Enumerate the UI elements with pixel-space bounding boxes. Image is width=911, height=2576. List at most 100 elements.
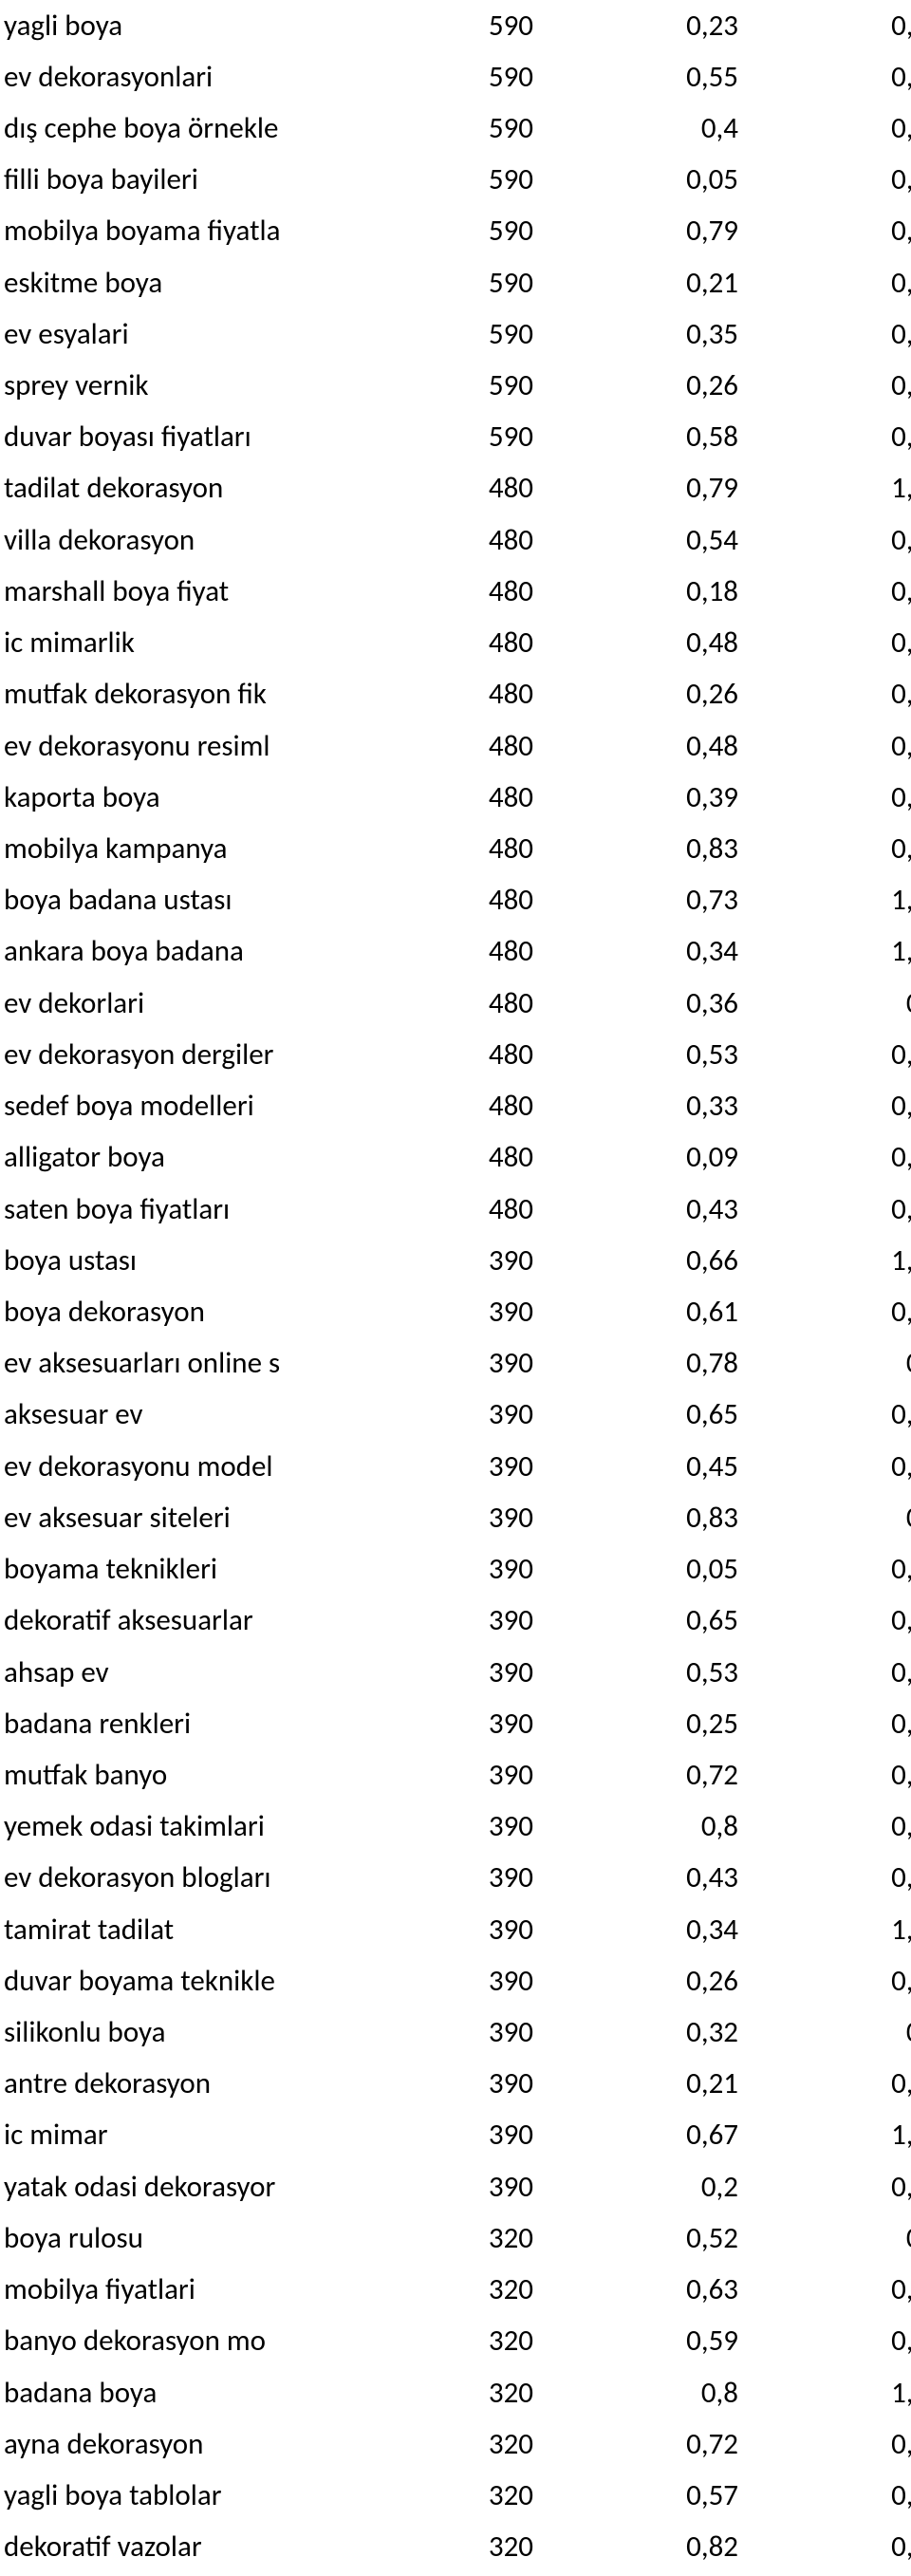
cell-metric2: 0,36 (761, 412, 911, 463)
table-row: tadilat dekorasyon4800,791,78 (0, 463, 911, 514)
cell-keyword: tadilat dekorasyon (0, 463, 387, 514)
cell-keyword: ev dekorasyonu resiml (0, 720, 387, 772)
cell-metric1: 0,59 (556, 2316, 761, 2367)
cell-keyword: mutfak banyo (0, 1749, 387, 1801)
cell-metric2: 0,4 (761, 978, 911, 1029)
cell-metric1: 0,05 (556, 155, 761, 206)
cell-volume: 320 (387, 2418, 556, 2470)
cell-keyword: yatak odasi dekorasyor (0, 2161, 387, 2212)
cell-metric1: 0,4 (556, 103, 761, 154)
cell-metric2: 0,38 (761, 1081, 911, 1132)
cell-keyword: ev aksesuar siteleri (0, 1492, 387, 1543)
cell-metric2: 1,78 (761, 463, 911, 514)
cell-volume: 320 (387, 2471, 556, 2522)
cell-keyword: ev esyalari (0, 308, 387, 360)
cell-metric1: 0,58 (556, 412, 761, 463)
cell-metric1: 0,55 (556, 51, 761, 103)
table-row: ev esyalari5900,350,24 (0, 308, 911, 360)
cell-volume: 480 (387, 618, 556, 669)
cell-keyword: antre dekorasyon (0, 2059, 387, 2110)
cell-metric1: 0,79 (556, 206, 761, 257)
cell-keyword: badana boya (0, 2367, 387, 2418)
cell-metric2: 0,38 (761, 824, 911, 875)
table-row: antre dekorasyon3900,210,24 (0, 2059, 911, 2110)
table-row: ev dekorasyonu model3900,450,15 (0, 1441, 911, 1492)
cell-metric2: 0,2 (761, 1338, 911, 1390)
cell-metric2: 0,24 (761, 308, 911, 360)
cell-volume: 390 (387, 2007, 556, 2059)
cell-metric1: 0,45 (556, 1441, 761, 1492)
cell-volume: 590 (387, 0, 556, 51)
cell-metric2: 0,52 (761, 1749, 911, 1801)
cell-keyword: ev dekorlari (0, 978, 387, 1029)
cell-metric1: 0,66 (556, 1235, 761, 1286)
cell-metric2: 0,41 (761, 669, 911, 720)
table-row: duvar boyama teknikle3900,260,18 (0, 1955, 911, 2007)
cell-metric2: 0,36 (761, 2265, 911, 2316)
cell-metric2: 1,38 (761, 1904, 911, 1955)
table-row: badana boya3200,81,31 (0, 2367, 911, 2418)
cell-metric2: 0,31 (761, 720, 911, 772)
cell-metric1: 0,53 (556, 1029, 761, 1080)
table-row: ev aksesuar siteleri3900,830,3 (0, 1492, 911, 1543)
cell-metric1: 0,61 (556, 1286, 761, 1337)
cell-keyword: boyama teknikleri (0, 1544, 387, 1596)
cell-volume: 590 (387, 155, 556, 206)
data-table: yagli boya5900,230,38ev dekorasyonlari59… (0, 0, 911, 2573)
cell-metric2: 0,49 (761, 1029, 911, 1080)
cell-metric1: 0,48 (556, 720, 761, 772)
cell-volume: 390 (387, 1390, 556, 1441)
cell-metric1: 0,26 (556, 1955, 761, 2007)
cell-metric2: 0,38 (761, 0, 911, 51)
table-row: duvar boyası fiyatları5900,580,36 (0, 412, 911, 463)
table-row: ev dekorlari4800,360,4 (0, 978, 911, 1029)
cell-keyword: mobilya kampanya (0, 824, 387, 875)
table-row: mobilya boyama fiyatla5900,790,45 (0, 206, 911, 257)
cell-metric1: 0,26 (556, 361, 761, 412)
table-row: boya dekorasyon3900,610,84 (0, 1286, 911, 1337)
cell-metric1: 0,65 (556, 1390, 761, 1441)
cell-keyword: villa dekorasyon (0, 514, 387, 566)
cell-metric2: 0,55 (761, 1801, 911, 1853)
cell-volume: 480 (387, 463, 556, 514)
cell-keyword: banyo dekorasyon mo (0, 2316, 387, 2367)
table-row: kaporta boya4800,390,72 (0, 772, 911, 823)
cell-keyword: ev aksesuarları online s (0, 1338, 387, 1390)
cell-metric2: 0,92 (761, 514, 911, 566)
cell-metric2: 0,4 (761, 2007, 911, 2059)
cell-metric2: 1,77 (761, 1235, 911, 1286)
cell-metric1: 0,36 (556, 978, 761, 1029)
cell-metric1: 0,8 (556, 2367, 761, 2418)
cell-volume: 590 (387, 206, 556, 257)
table-row: boya badana ustası4800,731,66 (0, 875, 911, 926)
cell-metric2: 1,15 (761, 2110, 911, 2161)
table-row: banyo dekorasyon mo3200,590,48 (0, 2316, 911, 2367)
cell-metric2: 0,38 (761, 566, 911, 617)
cell-volume: 390 (387, 1955, 556, 2007)
cell-keyword: sedef boya modelleri (0, 1081, 387, 1132)
cell-keyword: yagli boya tablolar (0, 2471, 387, 2522)
cell-metric2: 0,33 (761, 2161, 911, 2212)
cell-keyword: eskitme boya (0, 257, 387, 308)
cell-metric1: 0,23 (556, 0, 761, 51)
cell-volume: 390 (387, 1596, 556, 1647)
cell-volume: 480 (387, 566, 556, 617)
cell-metric1: 0,65 (556, 1596, 761, 1647)
cell-volume: 390 (387, 1647, 556, 1698)
cell-metric1: 0,48 (556, 618, 761, 669)
cell-metric2: 0,84 (761, 1286, 911, 1337)
table-row: ev dekorasyon blogları3900,430,73 (0, 1853, 911, 1904)
cell-metric2: 0,72 (761, 772, 911, 823)
cell-metric2: 0,54 (761, 1184, 911, 1235)
cell-metric1: 0,8 (556, 1801, 761, 1853)
cell-keyword: filli boya bayileri (0, 155, 387, 206)
cell-volume: 390 (387, 1441, 556, 1492)
cell-metric1: 0,33 (556, 1081, 761, 1132)
cell-metric1: 0,09 (556, 1132, 761, 1184)
cell-metric2: 1,31 (761, 2367, 911, 2418)
cell-keyword: dekoratif aksesuarlar (0, 1596, 387, 1647)
cell-metric1: 0,54 (556, 514, 761, 566)
cell-volume: 390 (387, 1544, 556, 1596)
table-row: silikonlu boya3900,320,4 (0, 2007, 911, 2059)
cell-metric2: 1,29 (761, 926, 911, 978)
